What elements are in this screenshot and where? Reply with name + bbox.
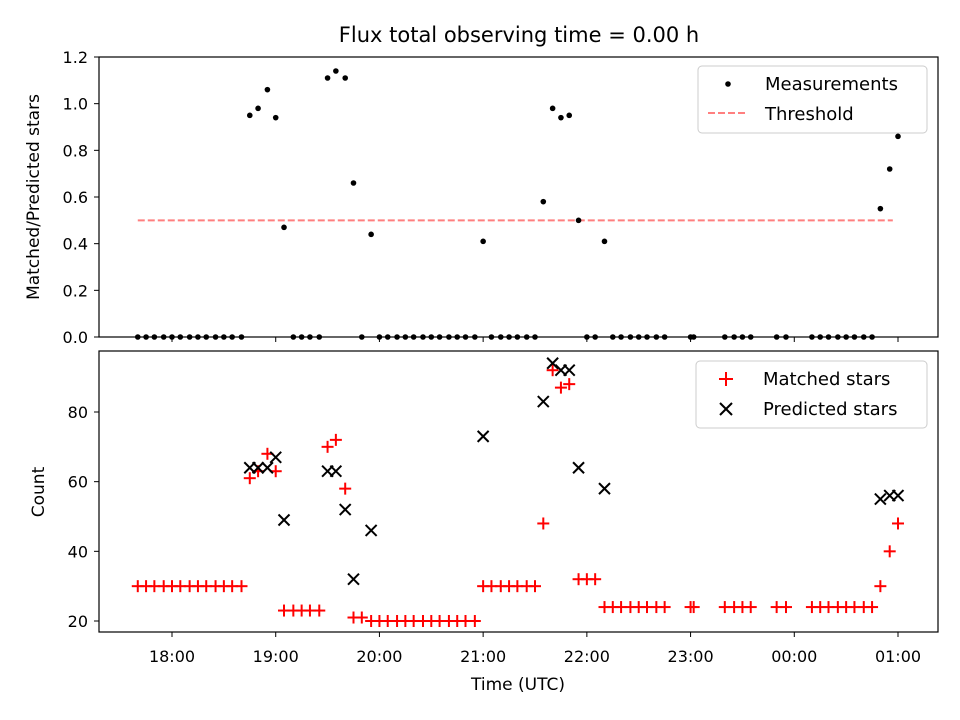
matched-star-point: [355, 611, 368, 624]
bottom-y-axis-label: Count: [29, 466, 49, 517]
measurement-point: [558, 114, 564, 121]
bottom-y-tick-label: 20: [68, 612, 88, 631]
predicted-star-point: [261, 461, 274, 474]
matched-star-point: [537, 517, 550, 530]
x-tick-label: 19:00: [253, 647, 299, 666]
matched-star-point: [235, 580, 248, 593]
predicted-star-point: [269, 451, 282, 464]
matched-star-point: [563, 378, 576, 391]
measurement-point: [368, 231, 374, 238]
bottom-y-tick-label: 80: [68, 403, 88, 422]
legend-measurements-label: Measurements: [765, 74, 898, 95]
predicted-star-point: [338, 503, 352, 516]
top-y-tick-label: 0.8: [63, 141, 88, 160]
predicted-star-point: [598, 482, 611, 495]
x-tick-label: 00:00: [771, 647, 817, 666]
predicted-star-point: [537, 395, 550, 408]
top-y-tick-label: 0.0: [63, 328, 88, 347]
measurement-point: [255, 105, 261, 112]
predicted-star-point: [347, 572, 360, 586]
measurement-point: [333, 68, 339, 74]
predicted-star-point: [364, 524, 378, 537]
matched-star-point: [892, 517, 904, 530]
top-y-axis-label: Matched/Predicted stars: [24, 94, 44, 300]
bottom-y-tick-label: 40: [68, 542, 88, 561]
predicted-star-point: [277, 513, 291, 527]
x-tick-label: 21:00: [460, 647, 506, 666]
measurement-point: [324, 75, 331, 81]
top-y-tick-label: 0.6: [63, 188, 88, 207]
matched-star-point: [744, 601, 757, 614]
bottom-panel: 20 40 60 80 18:00 19:00 20:00 21:00 22:00 23:00 0…: [29, 350, 939, 695]
bottom-y-tick-label: 60: [68, 473, 88, 492]
measurement-point: [540, 198, 547, 205]
x-tick-label: 18:00: [149, 647, 195, 666]
predicted-star-point: [251, 461, 265, 474]
matched-star-point: [554, 381, 567, 394]
matched-star-point: [339, 482, 352, 495]
measurement-point: [246, 112, 253, 119]
bottom-plot-frame: [98, 350, 939, 633]
measurement-point: [895, 133, 901, 140]
measurement-point: [350, 180, 357, 186]
matched-star-point: [874, 580, 887, 593]
predicted-star-point: [476, 430, 490, 443]
measurement-point: [342, 75, 349, 81]
matched-star-point: [589, 573, 602, 586]
measurement-point: [566, 112, 573, 119]
legend-matched-marker: [719, 372, 733, 386]
top-y-tick-label: 1.2: [63, 48, 88, 67]
matched-star-point: [779, 601, 792, 614]
matched-star-point: [468, 615, 481, 627]
predicted-star-point: [572, 461, 585, 474]
x-axis-label: Time (UTC): [470, 675, 565, 695]
bottom-legend: Matched stars Predicted stars: [695, 360, 928, 429]
chart-title: Flux total observing time = 0.00 h: [339, 23, 699, 47]
matched-star-point: [243, 472, 256, 485]
measurement-point: [264, 86, 271, 93]
top-panel: 0.0 0.2 0.4 0.6 0.8 1.0 1.2 Matched/Predicted …: [24, 48, 939, 347]
measurement-point: [575, 217, 582, 224]
legend-threshold-label: Threshold: [764, 104, 854, 125]
measurement-point: [549, 105, 556, 112]
predicted-star-point: [874, 492, 887, 506]
x-tick-label: 22:00: [564, 647, 610, 666]
matched-star-point: [321, 440, 334, 453]
matched-star-point: [546, 364, 559, 377]
predicted-star-point: [563, 363, 576, 377]
top-y-tick-label: 0.2: [63, 281, 88, 300]
measurement-point: [877, 205, 884, 212]
predicted-star-point: [329, 465, 343, 478]
legend-predicted-label: Predicted stars: [763, 399, 897, 420]
matched-star-point: [883, 545, 896, 558]
top-y-tick-label: 1.0: [63, 95, 88, 114]
x-tick-label: 01:00: [875, 647, 921, 666]
legend-matched-label: Matched stars: [763, 369, 890, 390]
matched-star-point: [329, 433, 342, 446]
measurement-point: [601, 238, 608, 245]
measurement-point: [480, 238, 486, 245]
legend-predicted-marker: [719, 402, 733, 416]
matched-star-point: [866, 601, 879, 614]
measurement-point: [272, 114, 279, 121]
x-tick-label: 23:00: [668, 647, 714, 666]
predicted-star-point: [891, 489, 905, 502]
measurement-point: [886, 166, 893, 172]
matched-star-point: [313, 604, 326, 617]
matched-star-point: [529, 580, 541, 593]
x-tick-label: 20:00: [356, 647, 402, 666]
top-y-tick-label: 0.4: [63, 235, 88, 254]
measurement-point: [281, 224, 287, 231]
matched-star-point: [658, 601, 671, 614]
legend-measurement-marker: [725, 81, 731, 87]
top-legend: Measurements Threshold: [697, 65, 928, 134]
matched-star-point: [687, 601, 700, 614]
